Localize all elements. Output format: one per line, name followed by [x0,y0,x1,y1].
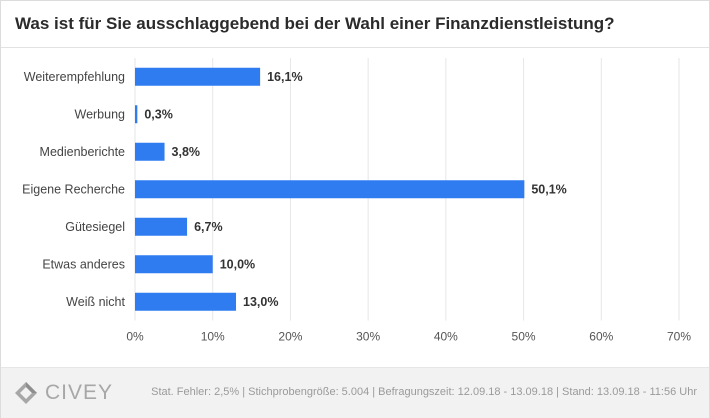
survey-footnote: Stat. Fehler: 2,5% | Stichprobengröße: 5… [151,386,697,398]
x-tick-label: 30% [356,330,380,344]
x-tick-label: 60% [589,330,613,344]
category-label: Weiterempfehlung [24,70,125,84]
bar [135,180,525,199]
category-label: Weiß nicht [66,295,125,309]
brand-name: CIVEY [45,381,114,404]
data-label: 0,3% [144,107,173,121]
category-label: Eigene Recherche [22,182,125,196]
civey-logo[interactable]: CIVEY [13,380,113,406]
x-tick-label: 0% [126,330,144,344]
bar [135,217,188,236]
bar [135,255,213,274]
category-label: Etwas anderes [42,257,125,271]
civey-logo-icon [15,382,37,404]
data-label: 13,0% [243,295,278,309]
category-label: Werbung [75,107,126,121]
x-tick-label: 70% [667,330,691,344]
category-label: Gütesiegel [65,220,125,234]
bar [135,142,165,161]
x-tick-label: 50% [512,330,536,344]
x-tick-label: 10% [201,330,225,344]
x-tick-label: 20% [278,330,302,344]
x-tick-label: 40% [434,330,458,344]
category-label: Medienberichte [40,145,126,159]
data-label: 16,1% [267,70,302,84]
chart-header: Was ist für Sie ausschlaggebend bei der … [1,1,709,48]
bar [135,292,237,311]
chart-title: Was ist für Sie ausschlaggebend bei der … [15,14,615,33]
data-label: 3,8% [172,145,201,159]
data-label: 50,1% [531,182,566,196]
bar-chart: 0% 10% 20% 30% 40% 50% 60% 70% Weiterempfehlung 1… [22,58,691,344]
data-label: 6,7% [194,220,223,234]
data-label: 10,0% [220,257,255,271]
bar [135,105,138,124]
bar [135,67,261,86]
footer: CIVEY Stat. Fehler: 2,5% | Stichprobengr… [1,367,709,418]
